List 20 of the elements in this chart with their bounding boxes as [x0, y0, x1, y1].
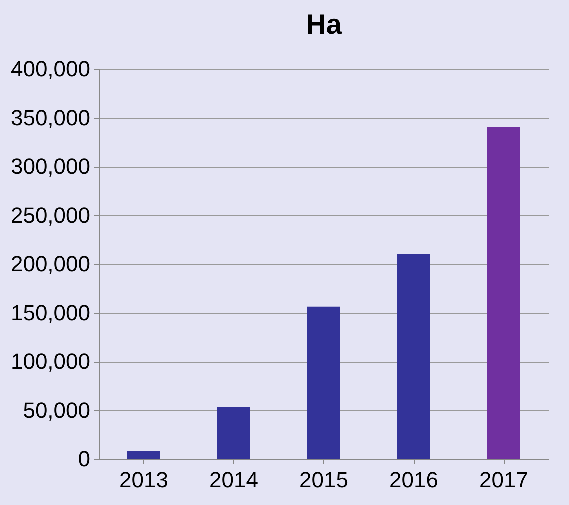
bar — [308, 306, 340, 459]
chart-title: Ha — [306, 9, 342, 40]
x-tick-label: 2013 — [120, 468, 168, 492]
x-tick-label: 2015 — [300, 468, 348, 492]
x-tick-label: 2014 — [210, 468, 258, 492]
x-tick-label: 2016 — [390, 468, 438, 492]
bar — [128, 451, 160, 459]
bar — [398, 254, 430, 459]
y-tick-label: 0 — [78, 446, 90, 472]
y-tick-label: 50,000 — [23, 398, 90, 423]
y-tick-label: 400,000 — [10, 56, 90, 82]
y-tick-label: 200,000 — [10, 252, 90, 276]
bar — [488, 128, 520, 459]
y-tick-label: 150,000 — [10, 300, 90, 326]
x-tick-label: 2017 — [480, 468, 528, 492]
y-tick-label: 350,000 — [10, 105, 90, 130]
bar — [218, 407, 250, 459]
y-tick-label: 100,000 — [10, 349, 90, 374]
y-tick-label: 250,000 — [10, 202, 90, 228]
y-tick-label: 300,000 — [10, 154, 90, 179]
